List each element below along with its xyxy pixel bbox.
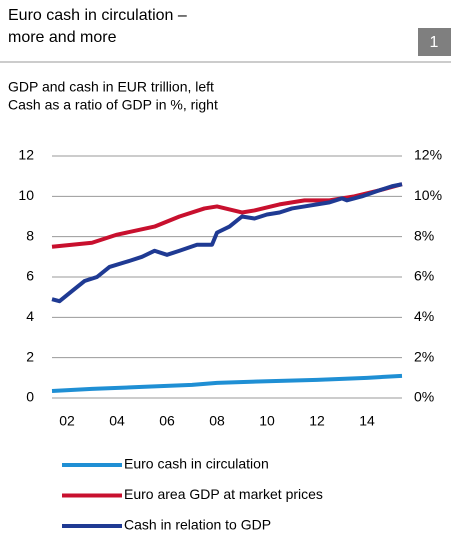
y-tick-label: 4 [26, 308, 34, 324]
y2-tick-label: 2% [414, 348, 434, 364]
x-tick-label: 10 [259, 413, 275, 429]
x-tick-label: 14 [359, 413, 375, 429]
x-tick-label: 08 [209, 413, 225, 429]
badge-box [418, 28, 451, 56]
x-tick-label: 12 [309, 413, 325, 429]
y2-tick-label: 4% [414, 308, 434, 324]
y-tick-label: 12 [18, 147, 34, 163]
y-tick-label: 10 [18, 187, 34, 203]
y-tick-label: 0 [26, 389, 34, 405]
subtitle-line: Cash as a ratio of GDP in %, right [8, 97, 218, 113]
y2-tick-label: 6% [414, 268, 434, 284]
badge: 1 [430, 34, 439, 51]
y-tick-label: 8 [26, 227, 34, 243]
y-tick-label: 6 [26, 268, 34, 284]
legend-label: Euro cash in circulation [124, 456, 269, 472]
title-line: more and more [8, 29, 117, 46]
x-tick-label: 06 [159, 413, 175, 429]
y2-tick-label: 0% [414, 389, 434, 405]
x-tick-label: 02 [59, 413, 75, 429]
y2-tick-label: 12% [414, 147, 442, 163]
series-line [51, 182, 403, 304]
series-line [51, 182, 403, 249]
y2-tick-label: 8% [414, 227, 434, 243]
legend-label: Euro area GDP at market prices [124, 486, 323, 502]
subtitle-line: GDP and cash in EUR trillion, left [8, 79, 214, 95]
title-line: Euro cash in circulation – [8, 7, 187, 24]
y-tick-label: 2 [26, 348, 34, 364]
y2-tick-label: 10% [414, 187, 442, 203]
series-line [51, 373, 403, 393]
x-tick-label: 04 [109, 413, 125, 429]
legend-label: Cash in relation to GDP [124, 517, 271, 533]
